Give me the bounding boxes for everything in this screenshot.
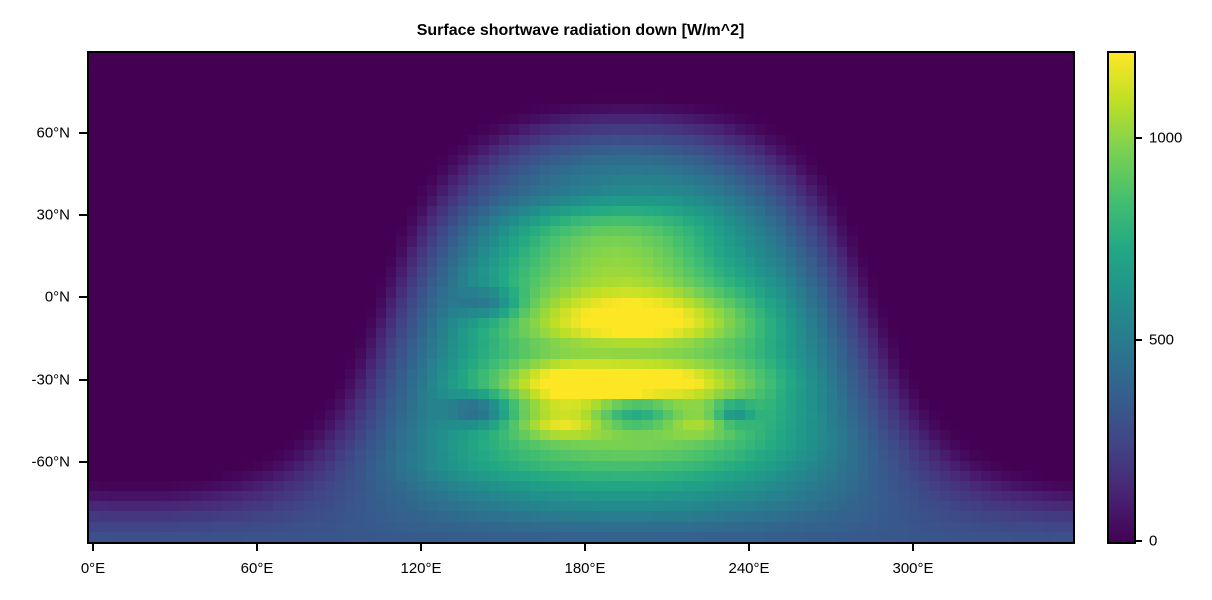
- y-tick-neg30n: [79, 379, 87, 381]
- x-tick-label-240e: 240°E: [728, 560, 770, 577]
- colorbar-tick-1000: [1134, 137, 1142, 139]
- y-tick-30n: [79, 214, 87, 216]
- y-tick-label-60n: 60°N: [36, 124, 70, 142]
- x-tick-180e: [584, 543, 586, 551]
- y-tick-label-neg30n: -30°N: [31, 371, 70, 389]
- x-tick-label-0e: 0°E: [80, 560, 106, 577]
- y-tick-label-30n: 30°N: [36, 206, 70, 224]
- x-tick-label-300e: 300°E: [892, 560, 934, 577]
- x-tick-label-180e: 180°E: [564, 560, 606, 577]
- colorbar: [1107, 51, 1136, 544]
- chart-title: Surface shortwave radiation down [W/m^2]: [416, 22, 745, 39]
- x-tick-300e: [912, 543, 914, 551]
- x-tick-60e: [256, 543, 258, 551]
- colorbar-tick-label-0: 0: [1149, 532, 1158, 550]
- heatmap-canvas: [89, 53, 1073, 542]
- x-tick-label-60e: 60°E: [240, 560, 274, 577]
- y-tick-label-neg60n: -60°N: [31, 453, 70, 471]
- y-tick-60n: [79, 132, 87, 134]
- heatmap-plot-area: [87, 51, 1075, 544]
- x-tick-240e: [748, 543, 750, 551]
- colorbar-tick-0: [1134, 540, 1142, 542]
- colorbar-tick-label-500: 500: [1149, 331, 1175, 349]
- y-tick-label-0n: 0°N: [44, 288, 70, 306]
- x-tick-120e: [420, 543, 422, 551]
- y-tick-0n: [79, 296, 87, 298]
- colorbar-tick-500: [1134, 339, 1142, 341]
- x-tick-0e: [92, 543, 94, 551]
- x-tick-label-120e: 120°E: [400, 560, 442, 577]
- colorbar-tick-label-1000: 1000: [1149, 129, 1183, 147]
- y-tick-neg60n: [79, 461, 87, 463]
